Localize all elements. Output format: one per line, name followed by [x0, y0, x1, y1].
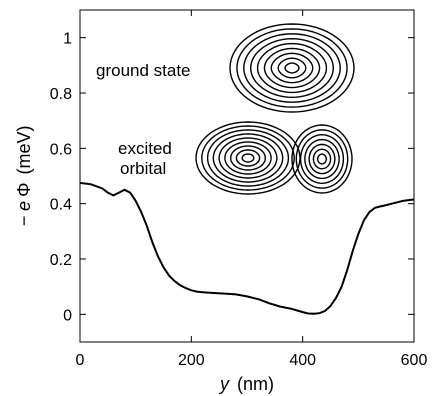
x-axis-label: y (nm): [218, 374, 274, 394]
excited-right-contour-1: [295, 129, 349, 189]
excited-right-contour-3: [304, 138, 340, 180]
ground-state-contour-2: [243, 33, 341, 103]
excited-right-contour-2: [299, 133, 345, 185]
x-axis-variable: y: [218, 374, 230, 394]
ground-state-contour-4: [256, 42, 328, 94]
excited-left-contour-0: [195, 121, 301, 195]
excited-left-contour-2: [206, 129, 290, 187]
y-axis-symbol: Φ: [14, 183, 34, 197]
ground-state-contour-5: [263, 47, 321, 89]
annotation-ground-state: ground state: [96, 61, 191, 80]
excited-left-contour-3: [212, 133, 284, 183]
orbital-contours: [195, 23, 355, 195]
ground-state-contour-6: [270, 52, 314, 84]
y-tick-label-2: 0.4: [50, 197, 72, 214]
excited-left-contour-1: [201, 125, 295, 191]
y-axis-prefix: − e: [14, 201, 34, 227]
y-tick-label-1: 0.2: [50, 252, 72, 269]
excited-right-contour-0: [291, 124, 353, 194]
y-tick-label-0: 0: [63, 307, 72, 324]
ground-state-contour-7: [277, 57, 307, 79]
annotation-orbital: orbital: [120, 159, 166, 178]
ground-state-contour-3: [249, 37, 335, 99]
excited-left-contour-4: [218, 137, 278, 179]
plot-frame: [79, 9, 415, 343]
x-tick-label-0: 0: [76, 352, 85, 369]
excited-right-contour-4: [308, 143, 336, 175]
y-axis-ticks: 0 0.2 0.4 0.6 0.8 1: [50, 31, 414, 324]
excited-left-contour-8: [241, 153, 255, 163]
excited-left-contour-5: [224, 141, 272, 175]
annotation-excited: excited: [118, 139, 172, 158]
x-axis-ticks: 0 200 400 600: [76, 10, 428, 369]
excited-right-contour-6: [317, 153, 327, 165]
ground-state-contour-0: [229, 23, 355, 113]
x-tick-label-3: 600: [401, 352, 428, 369]
excited-right-contour-5: [312, 148, 332, 170]
y-tick-label-3: 0.6: [50, 141, 72, 158]
potential-curve: [79, 181, 415, 315]
ground-state-contour-1: [236, 28, 348, 108]
x-axis-unit: (nm): [237, 374, 274, 394]
y-axis-unit: (meV): [14, 126, 34, 175]
y-tick-label-5: 1: [63, 31, 72, 48]
excited-left-contour-6: [229, 145, 267, 171]
x-tick-label-1: 200: [178, 352, 205, 369]
y-axis-label: − e Φ (meV): [14, 126, 34, 227]
ground-state-contour-8: [284, 62, 300, 74]
y-tick-label-4: 0.8: [50, 86, 72, 103]
excited-left-contour-7: [235, 149, 261, 167]
x-tick-label-2: 400: [289, 352, 316, 369]
